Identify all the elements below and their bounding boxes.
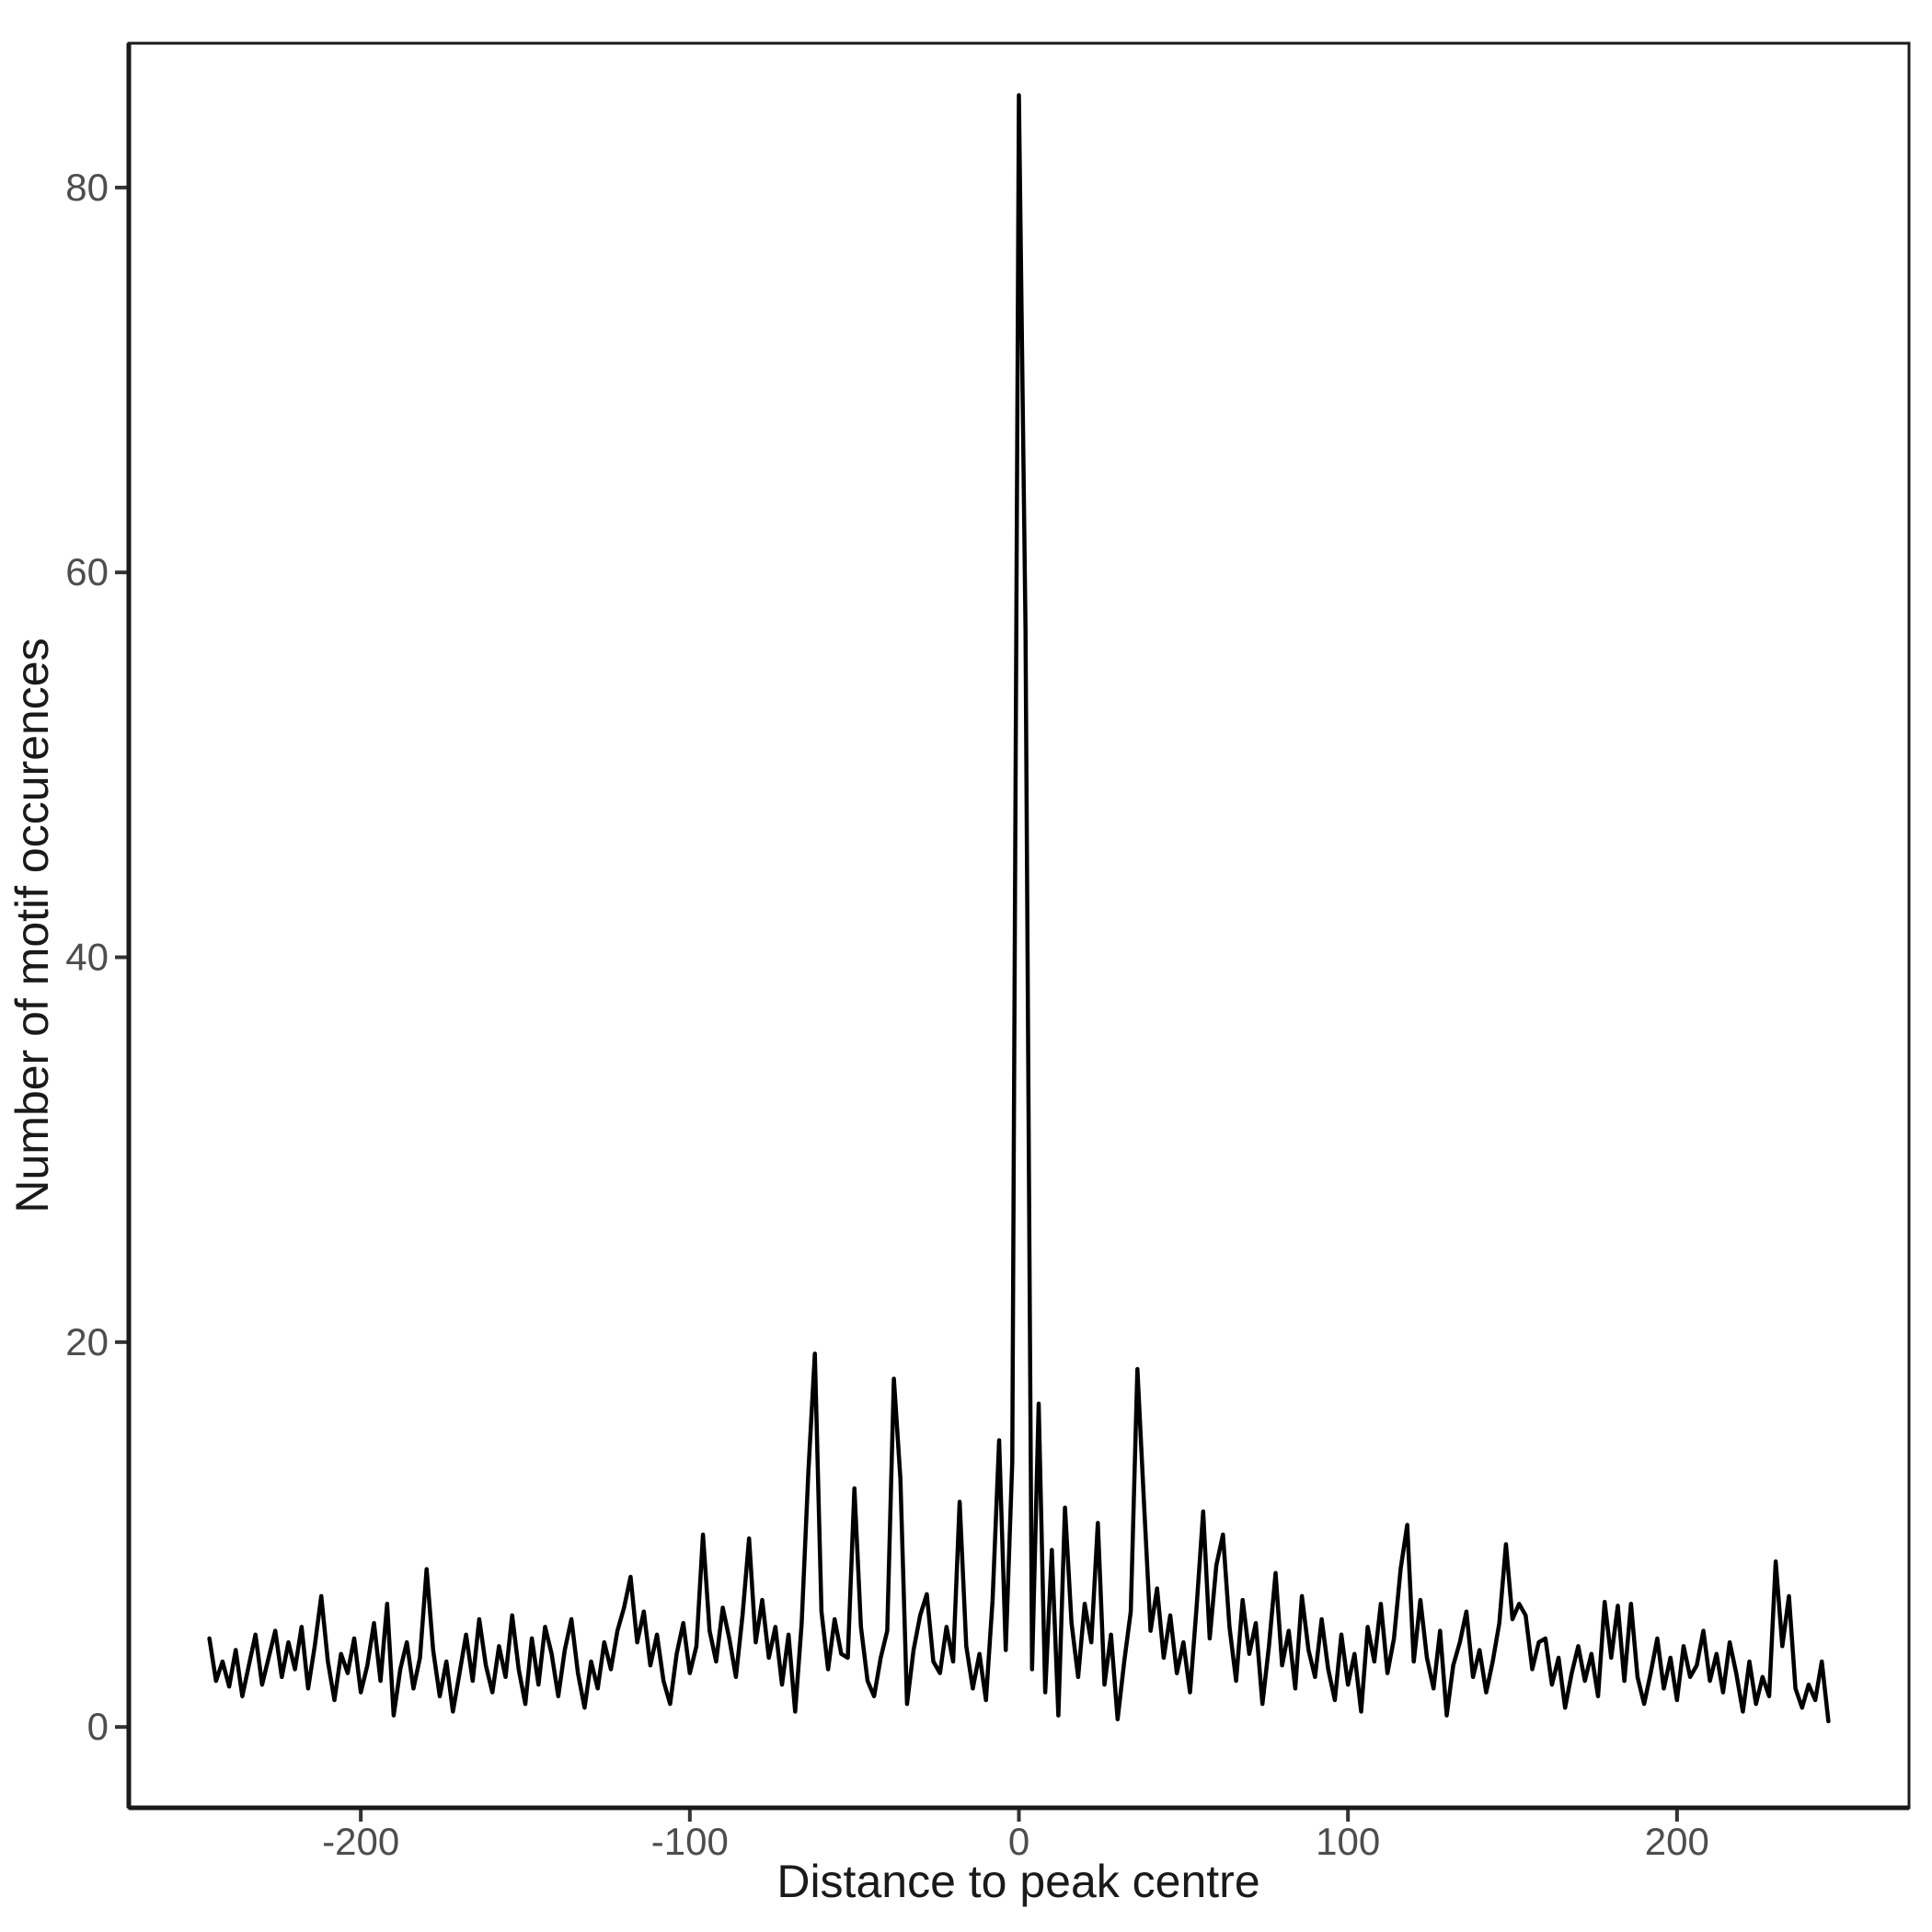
x-axis-title: Distance to peak centre	[776, 1856, 1259, 1907]
y-tick-label: 0	[87, 1705, 109, 1748]
y-axis-title: Number of motif occurences	[6, 638, 58, 1213]
y-axis-tick-labels: 0 20 40 60 80	[65, 166, 109, 1748]
y-tick-label: 60	[65, 550, 109, 593]
x-axis-tick-labels: -200 -100 0 100 200	[322, 1820, 1709, 1863]
y-tick-label: 20	[65, 1320, 109, 1363]
x-tick-label: -200	[322, 1820, 399, 1863]
y-tick-label: 80	[65, 166, 109, 209]
x-tick-label: 100	[1316, 1820, 1380, 1863]
x-tick-label: 0	[1008, 1820, 1029, 1863]
line-series	[207, 93, 1831, 1724]
x-tick-label: 200	[1645, 1820, 1709, 1863]
x-tick-label: -100	[651, 1820, 729, 1863]
y-tick-label: 40	[65, 936, 109, 979]
